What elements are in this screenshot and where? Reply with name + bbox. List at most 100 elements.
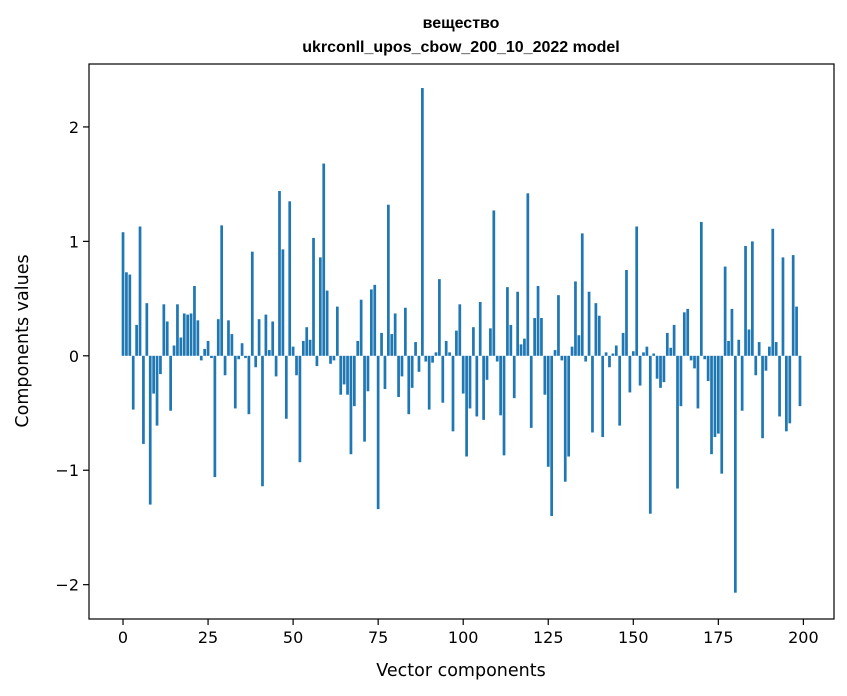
bar	[349, 355, 353, 455]
bar	[237, 355, 241, 360]
bar	[553, 350, 557, 356]
bar	[172, 345, 176, 356]
bar	[733, 355, 737, 593]
bar	[798, 355, 802, 407]
bar	[631, 351, 635, 356]
x-tick-label: 50	[283, 628, 303, 647]
y-tick-label: 0	[69, 347, 79, 366]
bar	[638, 355, 642, 386]
y-tick-label: −2	[55, 576, 79, 595]
bar	[210, 355, 213, 359]
bar	[383, 355, 387, 389]
bar	[716, 355, 720, 434]
bar	[516, 291, 519, 356]
bar	[465, 355, 468, 457]
bar	[369, 289, 373, 356]
bar	[489, 328, 492, 356]
bar	[404, 307, 407, 356]
bar	[475, 355, 479, 417]
bar	[679, 355, 683, 407]
bar	[298, 355, 302, 463]
bar	[682, 312, 686, 356]
bar	[267, 350, 271, 356]
bar	[278, 191, 281, 356]
bar	[587, 291, 591, 356]
bar	[121, 232, 125, 356]
bar	[533, 318, 536, 356]
bar	[335, 306, 339, 356]
bar	[206, 340, 210, 356]
bar	[301, 340, 305, 356]
bar	[699, 221, 703, 356]
y-axis-ticks: −2 −1 0 1 2	[55, 118, 89, 595]
x-tick-label: 200	[788, 628, 819, 647]
bar	[135, 324, 138, 356]
bar	[567, 355, 571, 457]
bar	[659, 355, 662, 388]
bar	[771, 228, 775, 356]
bar	[580, 233, 584, 356]
bar	[495, 355, 499, 362]
bar	[689, 355, 693, 361]
bar	[339, 355, 343, 395]
bar	[543, 355, 547, 395]
bar	[713, 355, 717, 438]
bar	[179, 337, 183, 356]
bar	[244, 355, 247, 359]
x-axis-label: Vector components	[376, 661, 545, 681]
bar	[390, 334, 394, 356]
bar	[444, 340, 448, 356]
bar	[305, 327, 309, 356]
bar	[152, 355, 155, 394]
bar	[788, 355, 792, 424]
bar	[751, 241, 754, 356]
bar	[138, 226, 142, 356]
bar	[417, 355, 421, 372]
bar	[155, 355, 159, 426]
bar	[754, 355, 758, 376]
bar	[645, 346, 649, 356]
bar	[570, 346, 574, 356]
bar	[744, 245, 747, 356]
bar	[584, 355, 588, 362]
bar	[642, 352, 645, 356]
y-tick-label: −1	[55, 461, 79, 480]
bar	[635, 226, 639, 356]
bar	[482, 355, 485, 420]
bar	[254, 355, 258, 368]
bar	[519, 344, 523, 356]
bar	[761, 355, 764, 439]
bar	[376, 355, 380, 510]
bar	[393, 313, 397, 356]
bar	[329, 355, 332, 364]
bar	[764, 355, 768, 371]
bar	[550, 355, 554, 517]
bar	[216, 319, 220, 356]
bar	[359, 299, 363, 356]
bar	[427, 355, 431, 410]
bar	[189, 313, 193, 356]
chart-title-line-2: ukrconll_upos_cbow_200_10_2022 model	[302, 39, 619, 56]
bar	[203, 348, 207, 356]
y-axis-label: Components values	[13, 254, 33, 427]
x-tick-label: 175	[703, 628, 734, 647]
bar	[696, 355, 700, 409]
bar	[509, 324, 513, 356]
bar	[795, 306, 798, 356]
bar	[768, 346, 771, 356]
bar	[284, 355, 288, 419]
bar	[536, 286, 540, 356]
bar	[159, 355, 162, 375]
bar	[785, 355, 788, 432]
bar	[387, 204, 390, 356]
bar	[730, 308, 734, 356]
bar	[169, 355, 172, 411]
bar	[312, 237, 315, 356]
bar	[380, 332, 383, 356]
bar	[142, 355, 145, 444]
bar	[400, 355, 404, 377]
x-tick-label: 0	[118, 628, 128, 647]
bar	[574, 281, 577, 356]
bar	[597, 315, 601, 356]
